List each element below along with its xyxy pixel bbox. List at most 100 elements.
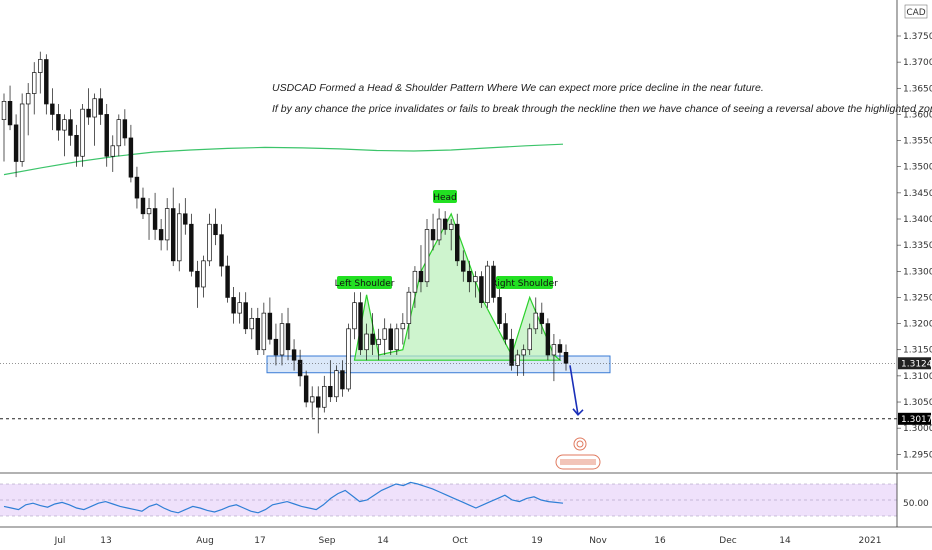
candle-bullish — [92, 98, 97, 118]
candle-bullish — [334, 370, 339, 398]
candle-bearish — [388, 328, 393, 351]
candle-bearish — [328, 385, 333, 398]
candle-bearish — [418, 270, 424, 283]
price-tag-label: 1.30179 — [901, 415, 932, 425]
candle-bullish — [382, 328, 387, 340]
candle-bullish — [80, 108, 85, 157]
head-label: Head — [433, 190, 457, 203]
candle-bullish — [436, 218, 442, 241]
candle-bearish — [467, 270, 472, 283]
candle-bullish — [164, 208, 170, 241]
candle-bearish — [56, 114, 61, 131]
candle-bullish — [551, 344, 557, 356]
price-tick-label: 1.32000 — [903, 320, 932, 330]
price-tick-label: 1.36500 — [903, 84, 932, 94]
candle-bullish — [1, 101, 7, 121]
price-tag-box — [898, 357, 931, 370]
candle-bearish — [183, 213, 188, 225]
candle-bullish — [201, 260, 206, 288]
candle-bullish — [38, 59, 43, 73]
candle-bearish — [44, 59, 49, 105]
watermark-logo — [555, 437, 601, 470]
time-axis: Jul 13 Aug 17 Sep 14 Oct 19 Nov 16 Dec 14 2021 — [54, 536, 882, 546]
candle-bullish — [207, 223, 212, 262]
candle-bullish — [533, 312, 539, 330]
candle-bearish — [98, 98, 103, 115]
time-tick-label: 19 — [531, 536, 543, 546]
candle-bearish — [140, 197, 146, 215]
candle-bearish — [255, 318, 261, 351]
time-tick-label: Dec — [719, 536, 736, 546]
time-tick-label: Sep — [319, 536, 336, 546]
candle-bullish — [237, 302, 242, 314]
left-shoulder-text: Left Shoulder — [335, 279, 395, 289]
candle-bearish — [479, 276, 484, 304]
moving-average-line — [3, 143, 564, 176]
candle-bearish — [539, 312, 545, 324]
time-tick-label: 17 — [254, 536, 265, 546]
candle-bearish — [297, 359, 303, 377]
time-tick-label: Nov — [589, 536, 607, 546]
price-tick-label: 1.33000 — [903, 267, 932, 277]
candle-bullish — [473, 276, 478, 283]
time-tick-label: 14 — [779, 536, 791, 546]
candle-bullish — [376, 338, 381, 345]
right-shoulder-text: Right Shoulder — [491, 279, 558, 289]
candle-bullish — [261, 312, 267, 351]
candle-bearish — [497, 297, 502, 324]
currency-badge-text: CAD — [906, 8, 925, 18]
candle-bullish — [394, 328, 400, 351]
candle-bearish — [557, 344, 563, 353]
candle-bullish — [485, 265, 490, 304]
candle-bullish — [406, 291, 412, 324]
projection-arrow — [569, 365, 584, 416]
candle-bearish — [455, 223, 460, 262]
price-tick-label: 1.30500 — [903, 398, 932, 408]
candle-bearish — [340, 370, 345, 390]
price-tick-label: 1.36000 — [903, 110, 932, 120]
candle-bearish — [370, 333, 375, 345]
time-tick-label: 13 — [100, 536, 111, 546]
price-tick-label: 1.37500 — [903, 32, 932, 42]
candle-bearish — [267, 312, 273, 340]
candle-bullish — [412, 270, 418, 293]
candle-bearish — [291, 349, 297, 361]
candle-bullish — [31, 72, 37, 94]
candle-bearish — [509, 338, 514, 366]
candle-bullish — [352, 302, 357, 330]
candle-bullish — [25, 93, 31, 105]
price-tag-box — [898, 412, 931, 425]
time-tick-label: 14 — [377, 536, 389, 546]
candle-bullish — [400, 323, 406, 330]
candle-bullish — [527, 328, 532, 351]
candle-bearish — [122, 119, 128, 139]
candle-bearish — [285, 323, 291, 351]
price-tick-label: 1.31500 — [903, 346, 932, 356]
candle-bullish — [364, 333, 369, 351]
rsi-band — [0, 484, 897, 516]
candle-bearish — [273, 338, 279, 356]
left-shoulder-label: Left Shoulder — [335, 276, 395, 289]
candle-bullish — [346, 328, 351, 390]
price-tick-label: 1.37000 — [903, 58, 932, 68]
candle-bearish — [86, 108, 91, 118]
rsi-line — [3, 481, 564, 514]
candle-bearish — [225, 265, 230, 298]
candle-bullish — [249, 318, 254, 330]
candle-bullish — [322, 385, 327, 408]
candle-bullish — [521, 349, 526, 356]
candle-bearish — [358, 302, 363, 351]
time-tick-label: Aug — [196, 536, 214, 546]
time-tick-label: Jul — [54, 536, 66, 546]
candle-bearish — [243, 302, 248, 330]
annotation-line-2: If by any chance the price invalidates o… — [272, 103, 932, 115]
candle-bearish — [158, 229, 164, 241]
candle-bearish — [195, 270, 200, 288]
candle-bullish — [116, 119, 122, 147]
candle-bullish — [448, 223, 454, 230]
candle-bullish — [515, 354, 520, 366]
candle-bearish — [68, 119, 73, 136]
